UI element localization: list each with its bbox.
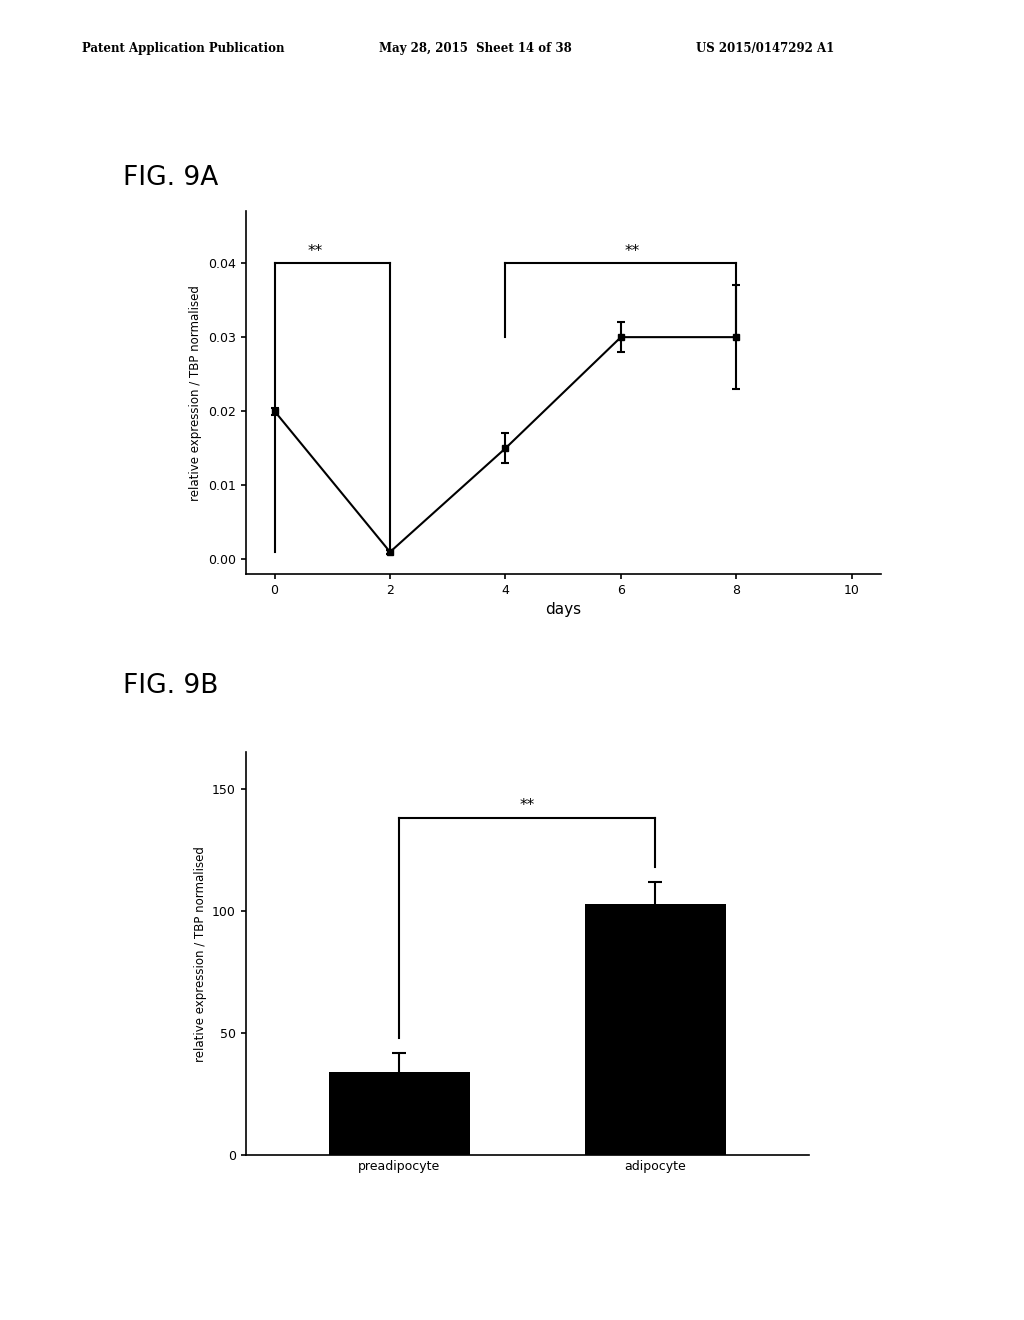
Text: **: ** bbox=[307, 244, 323, 259]
Text: May 28, 2015  Sheet 14 of 38: May 28, 2015 Sheet 14 of 38 bbox=[379, 42, 571, 55]
Text: US 2015/0147292 A1: US 2015/0147292 A1 bbox=[696, 42, 835, 55]
Y-axis label: relative expression / TBP normalised: relative expression / TBP normalised bbox=[194, 846, 207, 1061]
Text: **: ** bbox=[625, 244, 640, 259]
Text: Patent Application Publication: Patent Application Publication bbox=[82, 42, 285, 55]
Text: FIG. 9A: FIG. 9A bbox=[123, 165, 218, 191]
X-axis label: days: days bbox=[545, 602, 582, 618]
Text: FIG. 9B: FIG. 9B bbox=[123, 673, 218, 700]
Text: **: ** bbox=[520, 799, 535, 813]
Bar bbox=[329, 1072, 470, 1155]
Y-axis label: relative expression / TBP normalised: relative expression / TBP normalised bbox=[189, 285, 203, 500]
Bar bbox=[585, 904, 726, 1155]
